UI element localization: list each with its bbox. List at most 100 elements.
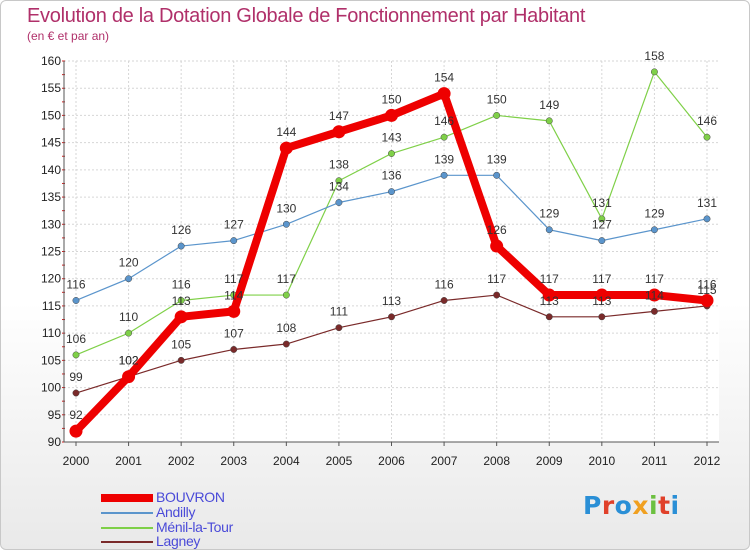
x-tick-label: 2008 [483, 454, 510, 468]
data-point-bouvron [174, 310, 188, 324]
data-label-andilly: 130 [276, 201, 296, 215]
logo-letter: x [632, 491, 649, 520]
data-point-menil-la-tour [545, 117, 553, 125]
data-label-andilly: 127 [224, 218, 244, 232]
data-point-lagney [72, 389, 80, 397]
data-label-lagney: 115 [697, 283, 716, 297]
data-point-menil-la-tour [493, 111, 501, 119]
x-tick-label: 2003 [220, 454, 247, 468]
data-point-menil-la-tour [388, 150, 395, 157]
x-tick-label: 2007 [431, 454, 458, 468]
legend-label-lagney: Lagney [156, 533, 201, 549]
data-label-andilly: 139 [434, 152, 454, 166]
data-point-andilly [125, 275, 133, 283]
data-point-menil-la-tour [72, 351, 80, 359]
legend-label-bouvron: BOUVRON [156, 489, 225, 505]
data-label-andilly: 134 [329, 180, 349, 194]
data-point-andilly [650, 226, 658, 234]
data-label-menil-la-tour: 146 [697, 114, 717, 128]
logo-letter: P [583, 491, 602, 520]
data-point-bouvron [279, 141, 293, 155]
data-label-bouvron: 117 [540, 272, 559, 286]
data-point-andilly [440, 171, 448, 179]
data-label-andilly: 131 [697, 196, 717, 210]
chart-subtitle: (en € et par an) [27, 29, 110, 43]
data-point-menil-la-tour [440, 133, 448, 141]
data-point-bouvron [490, 239, 504, 253]
data-point-bouvron [595, 288, 609, 302]
data-point-andilly [388, 188, 395, 196]
data-label-andilly: 129 [539, 207, 559, 221]
data-point-menil-la-tour [335, 177, 343, 185]
data-label-menil-la-tour: 149 [539, 98, 559, 112]
data-label-menil-la-tour: 150 [487, 92, 507, 106]
data-label-bouvron: 113 [172, 294, 191, 308]
data-point-lagney [177, 356, 185, 364]
data-point-lagney [282, 340, 290, 348]
data-point-lagney [493, 291, 501, 299]
data-label-andilly: 136 [381, 169, 401, 183]
data-label-lagney: 113 [382, 294, 401, 308]
data-point-bouvron [122, 370, 136, 384]
y-tick-label: 160 [41, 54, 61, 68]
data-label-bouvron: 114 [224, 288, 243, 302]
data-point-bouvron [332, 125, 346, 139]
logo-letter: o [614, 491, 633, 520]
data-label-lagney: 113 [540, 294, 559, 308]
data-label-lagney: 107 [224, 326, 244, 340]
y-tick-label: 100 [41, 381, 61, 395]
data-label-bouvron: 117 [645, 272, 664, 286]
y-tick-label: 95 [48, 408, 62, 422]
legend-label-andilly: Andilly [156, 504, 196, 520]
data-label-andilly: 116 [66, 277, 85, 291]
y-tick-label: 145 [41, 136, 61, 150]
data-label-bouvron: 147 [329, 109, 349, 123]
data-point-andilly [230, 237, 238, 245]
legend-swatch-lagney [101, 541, 153, 543]
data-label-menil-la-tour: 158 [644, 49, 664, 63]
data-point-menil-la-tour [282, 291, 290, 299]
data-label-andilly: 120 [119, 256, 139, 270]
data-point-andilly [177, 242, 185, 250]
data-label-bouvron: 116 [697, 277, 716, 291]
data-label-menil-la-tour: 131 [592, 196, 612, 210]
data-label-bouvron: 117 [592, 272, 611, 286]
x-tick-label: 2001 [115, 454, 142, 468]
y-tick-label: 105 [41, 353, 61, 367]
data-label-menil-la-tour: 110 [119, 310, 138, 324]
logo-letter: t [658, 491, 671, 520]
logo-letter: i [649, 491, 659, 520]
data-label-andilly: 126 [171, 223, 191, 237]
y-tick-label: 140 [41, 163, 61, 177]
data-label-menil-la-tour: 138 [329, 158, 349, 172]
x-tick-label: 2006 [378, 454, 405, 468]
x-tick-label: 2000 [63, 454, 90, 468]
data-point-andilly [493, 171, 501, 179]
legend-label-menil-la-tour: Ménil-la-Tour [156, 519, 234, 535]
data-label-lagney: 114 [645, 288, 664, 302]
data-label-lagney: 116 [435, 277, 454, 291]
data-label-lagney: 105 [171, 337, 191, 351]
legend-swatch-menil-la-tour [101, 527, 153, 529]
data-point-menil-la-tour [177, 297, 185, 304]
data-point-lagney [650, 307, 658, 315]
data-point-bouvron [227, 304, 241, 318]
data-label-menil-la-tour: 116 [172, 277, 191, 291]
x-tick-label: 2005 [326, 454, 353, 468]
logo-letter: r [601, 491, 615, 520]
data-point-andilly [545, 226, 553, 234]
data-point-bouvron [542, 288, 556, 302]
data-point-lagney [598, 313, 606, 321]
data-label-bouvron: 144 [276, 125, 296, 139]
data-point-bouvron [69, 424, 83, 438]
data-point-menil-la-tour [703, 133, 711, 141]
data-point-bouvron [700, 293, 714, 307]
y-tick-label: 120 [41, 272, 61, 286]
data-label-lagney: 111 [330, 305, 349, 319]
logo-letter: i [670, 491, 680, 520]
chart-title: Evolution de la Dotation Globale de Fonc… [27, 5, 586, 27]
data-point-lagney [230, 346, 238, 353]
legend-swatch-andilly [101, 512, 153, 514]
data-label-menil-la-tour: 146 [434, 114, 454, 128]
